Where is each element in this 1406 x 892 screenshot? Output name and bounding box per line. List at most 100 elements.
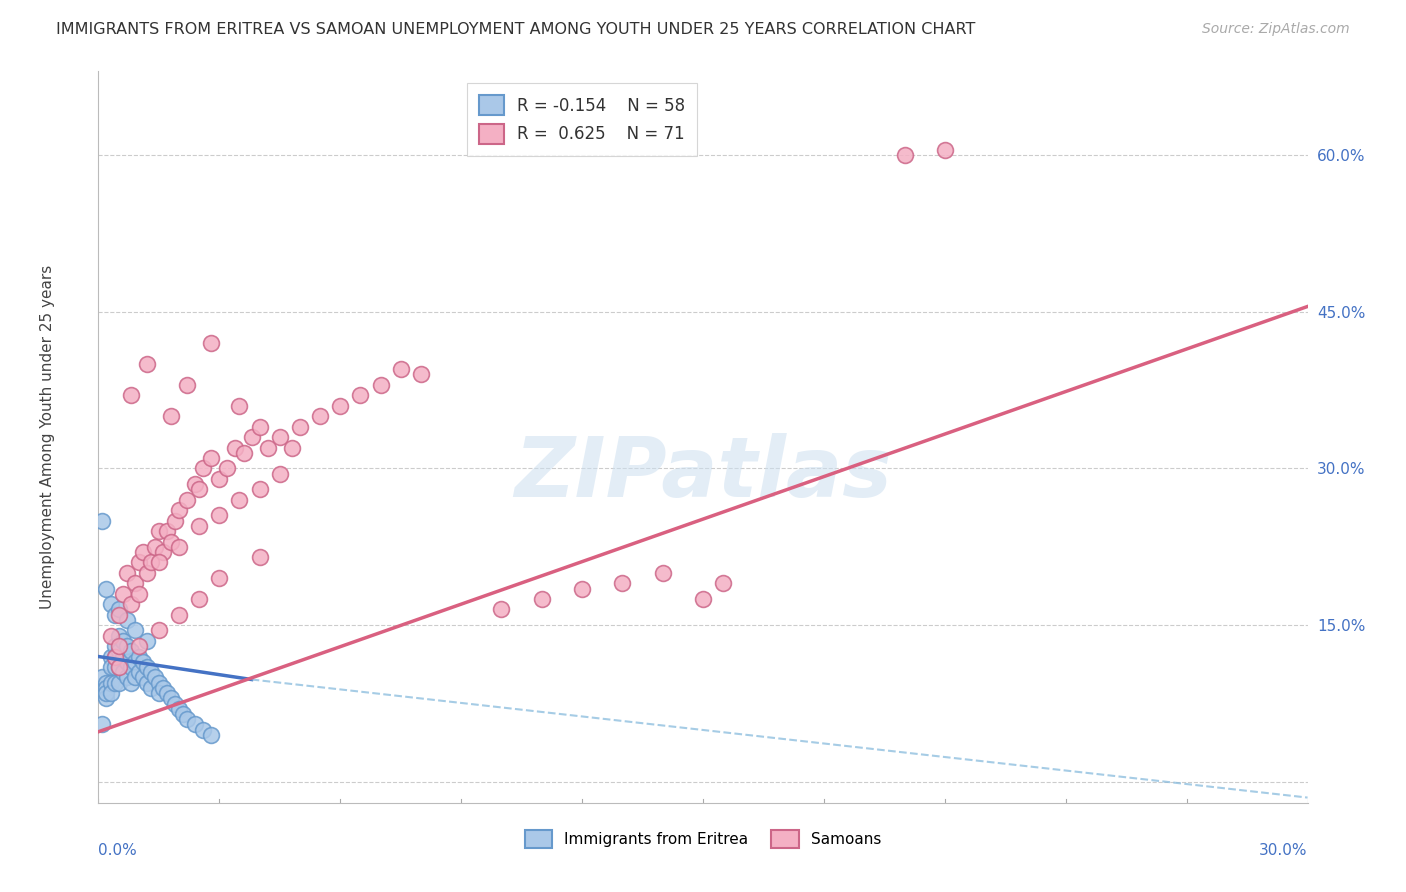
Point — [91, 514, 114, 528]
Point — [217, 461, 239, 475]
Point — [128, 587, 150, 601]
Point — [132, 670, 155, 684]
Point — [491, 602, 513, 616]
Point — [167, 540, 190, 554]
Point — [139, 681, 162, 695]
Point — [128, 556, 150, 570]
Point — [176, 377, 198, 392]
Point — [120, 660, 142, 674]
Point — [148, 624, 170, 638]
Point — [107, 607, 129, 622]
Point — [167, 503, 190, 517]
Point — [100, 660, 122, 674]
Point — [224, 441, 246, 455]
Point — [240, 430, 263, 444]
Point — [281, 441, 304, 455]
Point — [167, 702, 190, 716]
Point — [651, 566, 673, 580]
Point — [692, 592, 714, 607]
Point — [107, 629, 129, 643]
Point — [115, 566, 138, 580]
Point — [103, 649, 125, 664]
Point — [148, 556, 170, 570]
Point — [370, 377, 392, 392]
Point — [115, 613, 138, 627]
Point — [103, 639, 125, 653]
Point — [100, 597, 122, 611]
Point — [152, 545, 174, 559]
Point — [148, 686, 170, 700]
Point — [107, 639, 129, 653]
Point — [120, 597, 142, 611]
Point — [96, 681, 118, 695]
Point — [152, 681, 174, 695]
Point — [128, 665, 150, 680]
Point — [200, 450, 222, 465]
Point — [143, 670, 166, 684]
Point — [103, 607, 125, 622]
Point — [96, 675, 118, 690]
Point — [115, 655, 138, 669]
Point — [530, 592, 553, 607]
Point — [135, 566, 157, 580]
Point — [100, 629, 122, 643]
Point — [120, 675, 142, 690]
Point — [612, 576, 634, 591]
Point — [193, 723, 215, 737]
Point — [711, 576, 734, 591]
Point — [139, 665, 162, 680]
Point — [329, 399, 352, 413]
Point — [111, 633, 134, 648]
Point — [111, 649, 134, 664]
Point — [111, 587, 134, 601]
Point — [148, 675, 170, 690]
Point — [163, 697, 186, 711]
Point — [160, 534, 183, 549]
Point — [91, 717, 114, 731]
Point — [115, 670, 138, 684]
Point — [934, 143, 956, 157]
Text: Source: ZipAtlas.com: Source: ZipAtlas.com — [1202, 22, 1350, 37]
Point — [184, 717, 207, 731]
Point — [103, 649, 125, 664]
Point — [120, 644, 142, 658]
Point — [156, 686, 179, 700]
Point — [124, 624, 146, 638]
Point — [409, 368, 432, 382]
Point — [249, 419, 271, 434]
Point — [228, 399, 250, 413]
Point — [269, 467, 291, 481]
Point — [115, 639, 138, 653]
Point — [96, 582, 118, 596]
Point — [188, 592, 211, 607]
Point — [107, 675, 129, 690]
Point — [132, 655, 155, 669]
Point — [288, 419, 311, 434]
Point — [163, 514, 186, 528]
Point — [107, 644, 129, 658]
Point — [188, 519, 211, 533]
Point — [143, 540, 166, 554]
Text: Unemployment Among Youth under 25 years: Unemployment Among Youth under 25 years — [41, 265, 55, 609]
Point — [249, 550, 271, 565]
Point — [309, 409, 332, 424]
Point — [176, 492, 198, 507]
Point — [132, 545, 155, 559]
Point — [188, 483, 211, 497]
Point — [167, 607, 190, 622]
Point — [111, 665, 134, 680]
Point — [389, 362, 412, 376]
Point — [148, 524, 170, 538]
Point — [135, 660, 157, 674]
Point — [128, 639, 150, 653]
Point — [96, 686, 118, 700]
Point — [200, 728, 222, 742]
Point — [249, 483, 271, 497]
Point — [232, 446, 254, 460]
Point — [160, 691, 183, 706]
Point — [208, 472, 231, 486]
Point — [269, 430, 291, 444]
Point — [172, 706, 194, 721]
Point — [100, 675, 122, 690]
Point — [208, 508, 231, 523]
